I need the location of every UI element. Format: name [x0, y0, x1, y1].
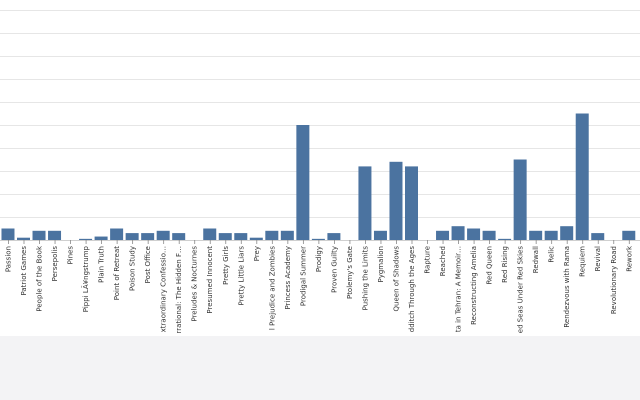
x-tick-label: Poison Study: [129, 246, 137, 291]
x-tick-label: Queen of Shadows: [392, 246, 400, 312]
bar[interactable]: [482, 230, 496, 240]
bar[interactable]: [529, 230, 543, 240]
x-tick-label: Presumed Innocent: [206, 246, 214, 314]
bar[interactable]: [249, 237, 263, 240]
x-axis-ticks: [8, 240, 630, 244]
x-tick-label: Post Office: [144, 246, 152, 283]
bar[interactable]: [575, 113, 589, 241]
x-tick-label: Proven Guilty: [330, 246, 338, 293]
bar[interactable]: [218, 233, 232, 240]
x-tick-label: Pines: [67, 246, 75, 265]
x-tick-label: Pushing the Limits: [361, 246, 369, 311]
x-tick-label: Redwall: [532, 246, 540, 273]
x-tick-label: Patriot Games: [20, 246, 28, 296]
x-tick-label: Requiem: [579, 246, 587, 277]
bar[interactable]: [622, 230, 636, 240]
x-tick-label: Point of Retreat: [113, 246, 121, 300]
bar-chart: Passion Patriot Games People of the Book Pe…: [0, 10, 640, 333]
x-tick-label: Revolutionary Road: [610, 246, 618, 314]
bar[interactable]: [17, 237, 30, 240]
bar[interactable]: [125, 233, 139, 240]
x-tick-label: xtraordinary Confessio…: [160, 246, 168, 332]
bar[interactable]: [234, 233, 248, 240]
x-tick-label: Revival: [594, 246, 602, 271]
bar[interactable]: [405, 166, 418, 240]
x-tick-label: Rendezvous with Rama: [563, 246, 571, 328]
x-tick-label: Pygmalion: [377, 246, 385, 283]
bar[interactable]: [467, 228, 481, 241]
x-tick-label: Persepolis: [51, 246, 59, 282]
bar[interactable]: [373, 230, 387, 240]
x-tick-label: Rework: [625, 245, 633, 272]
bar[interactable]: [358, 166, 372, 240]
x-tick-label: Relic: [548, 246, 556, 263]
x-tick-label: Ptolemy's Gate: [346, 246, 354, 299]
x-tick-label: Reconstructing Amelia: [470, 246, 478, 325]
x-tick-label: ed Seas Under Red Skies: [517, 246, 525, 334]
x-tick-label: Red Rising: [501, 246, 509, 283]
x-tick-label: Pippi LÃ¥ngstrump: [81, 245, 90, 312]
bar[interactable]: [296, 125, 310, 240]
x-tick-label: Prodigy: [315, 246, 323, 272]
bar[interactable]: [389, 161, 403, 240]
bar[interactable]: [591, 233, 605, 240]
bar[interactable]: [280, 230, 294, 240]
bar[interactable]: [498, 238, 512, 240]
x-tick-label: Plain Truth: [98, 246, 106, 283]
x-tick-label: Prey: [253, 246, 261, 261]
bar[interactable]: [544, 230, 558, 240]
bars: [1, 113, 636, 241]
gridlines: [0, 10, 640, 241]
bar[interactable]: [327, 233, 341, 240]
x-tick-label: l Prejudice and Zombies: [268, 246, 276, 330]
bar[interactable]: [110, 228, 124, 241]
bar[interactable]: [560, 226, 574, 240]
bar[interactable]: [513, 159, 527, 241]
x-tick-label: Pretty Girls: [222, 246, 230, 285]
x-tick-label: Prodigal Summer: [299, 246, 307, 306]
x-tick-label: Pretty Little Liars: [237, 246, 245, 306]
bar[interactable]: [203, 228, 217, 241]
chart-panel: Passion Patriot Games People of the Book Pe…: [0, 0, 640, 336]
x-tick-label: Rapture: [424, 246, 432, 274]
bar[interactable]: [156, 230, 170, 240]
bar[interactable]: [436, 230, 450, 240]
bar[interactable]: [172, 233, 186, 240]
bar[interactable]: [48, 230, 62, 240]
bar[interactable]: [79, 238, 93, 240]
bar[interactable]: [94, 236, 108, 240]
x-tick-label: Reached: [439, 246, 447, 276]
x-tick-label: Princess Academy: [284, 246, 292, 310]
bar[interactable]: [265, 230, 279, 240]
x-tick-label: Red Queen: [486, 246, 494, 285]
x-tick-label: ta in Tehran: A Memoir…: [455, 246, 463, 332]
x-tick-label: Passion: [4, 246, 12, 272]
x-axis-tick-labels: Passion Patriot Games People of the Book Pe…: [4, 245, 633, 333]
bar[interactable]: [141, 233, 155, 240]
bar[interactable]: [1, 228, 15, 241]
x-tick-label: Preludes & Nocturnes: [191, 246, 199, 322]
x-tick-label: rrational: The Hidden F…: [175, 246, 183, 333]
bar[interactable]: [32, 230, 46, 240]
bar[interactable]: [311, 238, 325, 240]
bar[interactable]: [451, 226, 465, 240]
x-tick-label: dditch Through the Ages: [408, 246, 416, 333]
x-tick-label: People of the Book: [36, 245, 44, 312]
